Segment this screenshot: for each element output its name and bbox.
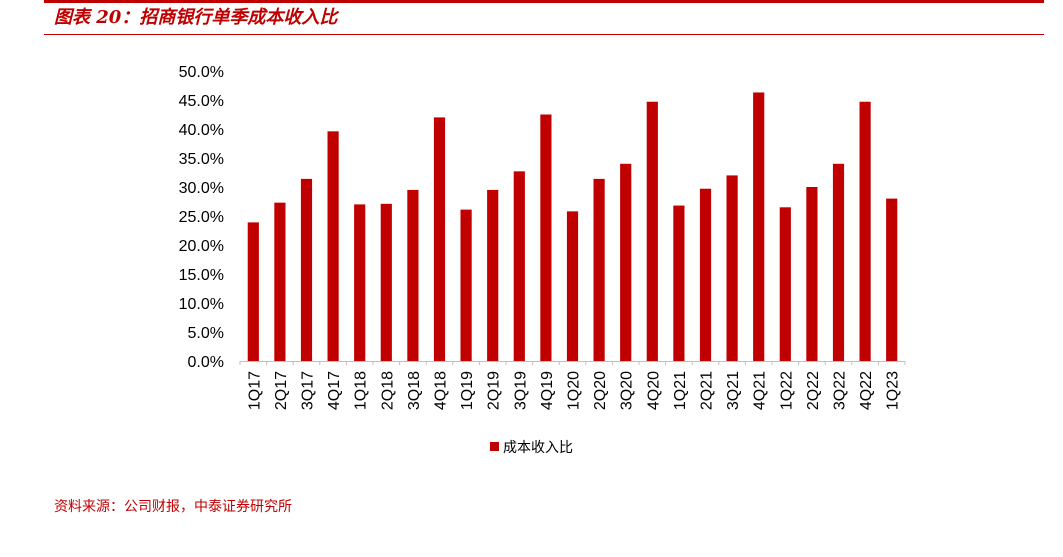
- legend-label: 成本收入比: [503, 440, 573, 456]
- x-tick-label: 1Q18: [353, 371, 370, 410]
- y-tick-label: 0.0%: [188, 354, 224, 371]
- y-tick-label: 20.0%: [179, 238, 224, 255]
- y-tick-label: 15.0%: [179, 267, 224, 284]
- bar-3Q21: [726, 175, 738, 361]
- y-tick-label: 30.0%: [179, 180, 224, 197]
- bar-2Q21: [699, 188, 712, 361]
- bar-3Q18: [407, 189, 419, 361]
- x-tick-label: 4Q21: [752, 371, 769, 410]
- x-axis: 1Q17 2Q17 3Q17 4Q17 1Q18 2Q18 3Q18 4Q18 1Q19 2Q19…: [239, 361, 906, 410]
- x-tick-label: 4Q18: [433, 371, 450, 410]
- y-axis: 0.0% 5.0% 10.0% 15.0% 20.0% 25.0% 30.0% 35.0% 40…: [179, 64, 224, 371]
- x-tick-label: 1Q23: [885, 371, 902, 410]
- x-tick-label: 1Q22: [778, 371, 795, 410]
- x-tick-label: 4Q19: [539, 371, 556, 410]
- bar-3Q22: [832, 163, 845, 361]
- bar-1Q22: [779, 207, 791, 361]
- x-tick-label: 4Q22: [858, 371, 875, 410]
- x-tick-label: 2Q21: [699, 371, 716, 410]
- x-tick-label: 3Q21: [725, 371, 742, 410]
- bar-2Q18: [380, 203, 392, 361]
- x-tick-label: 3Q17: [300, 371, 317, 410]
- y-tick-label: 10.0%: [179, 296, 224, 313]
- bar-1Q17: [247, 222, 259, 361]
- legend-swatch: [490, 442, 499, 451]
- bar-3Q20: [620, 163, 632, 361]
- x-tick-label: 2Q17: [273, 371, 290, 410]
- x-tick-label: 1Q17: [246, 371, 263, 410]
- bar-2Q19: [487, 189, 499, 361]
- y-tick-label: 35.0%: [179, 151, 224, 168]
- bar-1Q20: [566, 211, 579, 361]
- bar-1Q21: [673, 205, 685, 361]
- bar-2Q17: [274, 202, 286, 361]
- x-tick-label: 2Q18: [379, 371, 396, 410]
- bar-1Q19: [460, 209, 472, 361]
- x-tick-label: 1Q21: [672, 371, 689, 410]
- y-tick-label: 40.0%: [179, 122, 224, 139]
- x-tick-label: 3Q20: [619, 371, 636, 410]
- source-note: 资料来源：公司财报，中泰证券研究所: [54, 499, 292, 515]
- y-tick-label: 25.0%: [179, 209, 224, 226]
- x-tick-label: 2Q22: [805, 371, 822, 410]
- figure-title: 图表 20：招商银行单季成本收入比: [54, 7, 338, 28]
- title-rule: [44, 34, 1044, 35]
- x-tick-label: 3Q22: [832, 371, 849, 410]
- bar-1Q23: [886, 198, 898, 361]
- bar-2Q20: [593, 178, 605, 361]
- bar-4Q20: [646, 101, 658, 362]
- x-tick-label: 4Q17: [326, 371, 343, 410]
- x-tick-label: 2Q20: [592, 371, 609, 410]
- x-tick-label: 1Q20: [566, 371, 583, 410]
- x-tick-label: 1Q19: [459, 371, 476, 410]
- bar-3Q17: [300, 178, 313, 361]
- bar-3Q19: [513, 171, 525, 361]
- bar-4Q17: [327, 131, 339, 361]
- y-tick-label: 50.0%: [179, 64, 224, 81]
- x-tick-label: 3Q18: [406, 371, 423, 410]
- bar-1Q18: [354, 204, 366, 361]
- legend: 成本收入比: [490, 440, 573, 456]
- bar-2Q22: [806, 187, 818, 361]
- y-tick-label: 5.0%: [188, 325, 224, 342]
- bar-4Q21: [753, 92, 765, 362]
- bar-4Q18: [433, 117, 446, 362]
- x-tick-label: 3Q19: [512, 371, 529, 410]
- y-tick-label: 45.0%: [179, 93, 224, 110]
- bar-4Q22: [859, 101, 871, 362]
- x-tick-label: 4Q20: [645, 371, 662, 410]
- top-rule: [44, 0, 1044, 3]
- x-tick-label: 2Q19: [486, 371, 503, 410]
- bars: [247, 92, 898, 362]
- bar-4Q19: [540, 114, 552, 361]
